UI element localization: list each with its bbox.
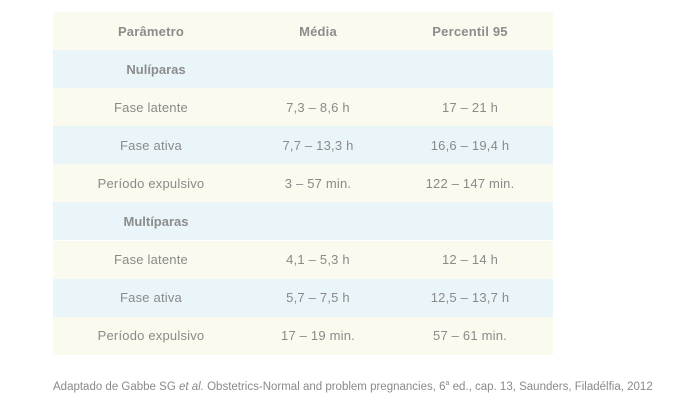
cell-media: 17 – 19 min. [281, 328, 355, 344]
cell-percentil: 12 – 14 h [441, 252, 498, 268]
cell-percentil: 12,5 – 13,7 h [430, 290, 510, 306]
cell-parametro: Fase latente [114, 99, 188, 115]
cell-media: 3 – 57 min. [284, 175, 352, 191]
table-row: Fase latente 4,1 – 5,3 h 12 – 14 h [53, 240, 553, 279]
caption-italic: et al. [178, 381, 204, 393]
data-table: Parâmetro Média Percentil 95 Nulíparas F… [53, 12, 553, 355]
table-row: Fase latente 7,3 – 8,6 h 17 – 21 h [53, 88, 553, 127]
cell-percentil: 17 – 21 h [441, 99, 498, 115]
caption-superscript: a [445, 380, 450, 388]
group-label: Multíparas [123, 213, 189, 229]
cell-parametro: Fase ativa [120, 290, 182, 306]
table-row: Período expulsivo 3 – 57 min. 122 – 147 … [53, 164, 553, 203]
group-row-multiparas: Multíparas [53, 202, 553, 241]
cell-parametro: Fase latente [114, 252, 188, 268]
group-label: Nulíparas [126, 61, 186, 77]
table-row: Fase ativa 7,7 – 13,3 h 16,6 – 19,4 h [53, 126, 553, 165]
table-header-row: Parâmetro Média Percentil 95 [53, 12, 553, 50]
cell-parametro: Período expulsivo [97, 175, 205, 191]
cell-media: 7,3 – 8,6 h [286, 99, 350, 115]
cell-parametro: Fase ativa [120, 137, 182, 153]
caption-part1: Adaptado de Gabbe SG [53, 381, 179, 393]
header-media: Média [299, 23, 337, 39]
table-row: Fase ativa 5,7 – 7,5 h 12,5 – 13,7 h [53, 278, 553, 317]
cell-media: 4,1 – 5,3 h [286, 252, 350, 268]
cell-percentil: 57 – 61 min. [433, 328, 507, 344]
cell-media: 5,7 – 7,5 h [286, 290, 350, 306]
cell-percentil: 16,6 – 19,4 h [430, 137, 510, 153]
cell-parametro: Período expulsivo [97, 328, 205, 344]
caption-part2: Obstetrics-Normal and problem pregnancie… [203, 381, 446, 393]
cell-percentil: 122 – 147 min. [425, 175, 515, 191]
cell-media: 7,7 – 13,3 h [282, 137, 354, 153]
source-caption: Adaptado de Gabbe SG et al. Obstetrics-N… [53, 380, 653, 393]
table-row: Período expulsivo 17 – 19 min. 57 – 61 m… [53, 316, 553, 355]
header-parametro: Parâmetro [117, 23, 185, 39]
group-row-nuliparas: Nulíparas [53, 50, 553, 89]
header-percentil: Percentil 95 [432, 23, 508, 39]
caption-part3: ed., cap. 13, Saunders, Filadélfia, 2012 [449, 381, 653, 393]
